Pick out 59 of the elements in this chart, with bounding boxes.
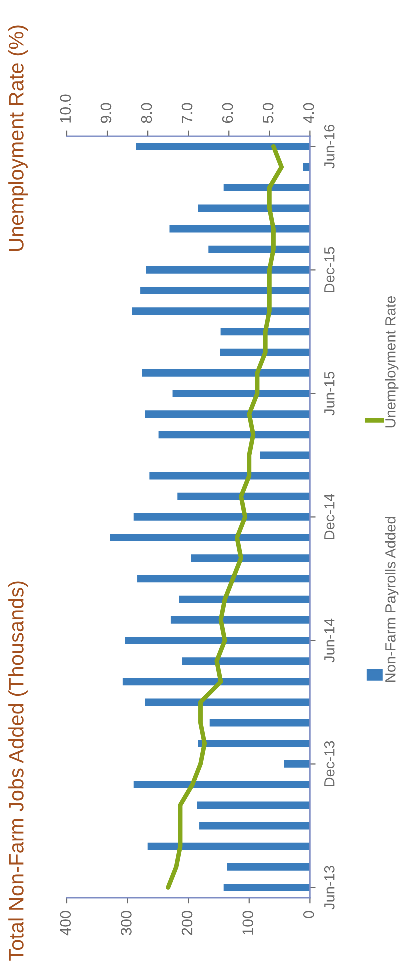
y-tick-label: Dec-14 — [324, 494, 335, 540]
bar — [303, 164, 310, 171]
bar — [170, 616, 310, 624]
bar — [224, 184, 310, 192]
x-tick-label: 0 — [303, 911, 314, 918]
bar — [210, 719, 310, 727]
x2-tick-label: 7.0 — [182, 103, 193, 124]
y-tick-label: Jun-16 — [324, 125, 335, 169]
bar — [136, 142, 310, 150]
y-tick-label: Dec-13 — [324, 741, 335, 787]
x2-tick-label: 6.0 — [222, 103, 234, 124]
bar — [140, 287, 310, 294]
bar — [208, 246, 310, 254]
bar — [158, 431, 310, 439]
bar — [146, 266, 310, 274]
bar — [134, 514, 310, 521]
x2-tick-label: 8.0 — [141, 103, 152, 124]
y-tick-label: Jun-14 — [324, 618, 335, 663]
x2-tick-label: 9.0 — [100, 103, 112, 124]
bar — [284, 760, 310, 768]
bar — [182, 658, 310, 666]
y-tick-label: Jun-13 — [324, 866, 335, 910]
bar — [260, 452, 310, 460]
y-tick-label: Dec-15 — [324, 247, 335, 292]
x-tick-label: 100 — [242, 911, 254, 935]
x-tick-label: 200 — [182, 911, 193, 936]
bar — [198, 740, 310, 748]
bar — [122, 678, 310, 686]
bar — [170, 225, 310, 233]
bar — [132, 308, 310, 316]
text: Total Non-Farm Jobs Added (Thousands) — [8, 582, 28, 961]
bar — [224, 884, 310, 892]
bar — [150, 472, 310, 480]
x-tick-label: 300 — [121, 911, 132, 936]
bar — [148, 842, 310, 850]
bar — [178, 492, 310, 500]
x2-tick-label: 10.0 — [60, 94, 72, 123]
bar — [198, 204, 310, 212]
bar — [125, 637, 310, 644]
bar — [138, 575, 310, 583]
bar — [197, 802, 310, 810]
text: Non-Farm Payrolls Added — [385, 517, 399, 682]
x-tick-label: 400 — [60, 911, 72, 936]
bar — [200, 822, 310, 830]
x2-tick-label: 4.0 — [303, 103, 314, 124]
bar — [191, 554, 310, 562]
bar — [172, 390, 310, 398]
bar — [145, 698, 310, 706]
bar — [145, 410, 310, 418]
y-tick-label: Jun-15 — [324, 372, 335, 416]
x2-tick-label: 5.0 — [262, 103, 274, 124]
bar — [134, 781, 310, 789]
bar — [142, 369, 310, 377]
bar — [228, 863, 310, 871]
bar — [220, 328, 310, 336]
x2-axis-title: Unemployment Rate (%) — [8, 26, 28, 251]
bar — [179, 596, 310, 604]
bar — [110, 534, 310, 542]
text: Unemployment Rate — [385, 296, 399, 428]
